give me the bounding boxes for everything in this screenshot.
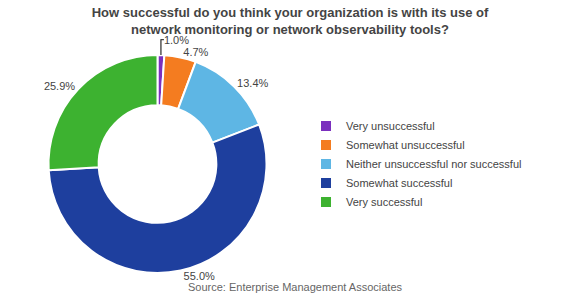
svg-text:Very unsuccessful: Very unsuccessful — [346, 120, 435, 132]
svg-text:25.9%: 25.9% — [44, 80, 75, 92]
svg-text:1.0%: 1.0% — [164, 34, 189, 46]
svg-text:13.4%: 13.4% — [237, 77, 268, 89]
svg-text:55.0%: 55.0% — [184, 270, 215, 282]
svg-text:Very successful: Very successful — [346, 196, 422, 208]
svg-text:Neither unsuccessful nor succe: Neither unsuccessful nor successful — [346, 158, 521, 170]
svg-text:Somewhat unsuccessful: Somewhat unsuccessful — [346, 139, 465, 151]
svg-text:Source: Enterprise Management: Source: Enterprise Management Associates — [188, 281, 403, 293]
svg-text:4.7%: 4.7% — [183, 46, 208, 58]
svg-text:Somewhat successful: Somewhat successful — [346, 177, 452, 189]
svg-text:How successful do you think yo: How successful do you think your organiz… — [92, 5, 489, 37]
